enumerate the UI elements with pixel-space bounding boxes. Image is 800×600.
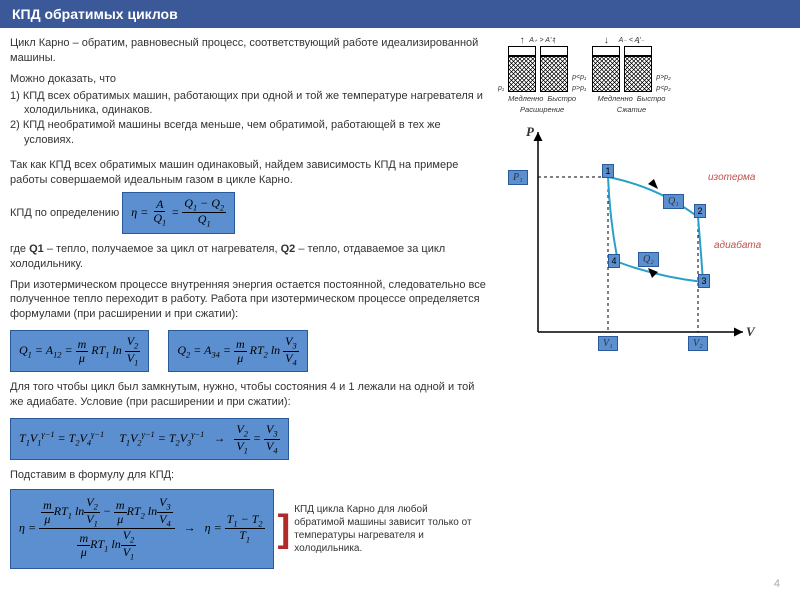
formula-q2: Q2 = A34 = mμ RT2 ln V3V4 xyxy=(168,330,307,372)
v2-box: V₂ xyxy=(688,336,708,351)
pv-node-3: 3 xyxy=(698,274,710,288)
formula-q1: Q1 = A12 = mμ RT1 ln V2V1 xyxy=(10,330,149,372)
slide-content: Цикл Карно – обратим, равновесный процес… xyxy=(0,28,800,575)
pv-node-4: 4 xyxy=(608,254,620,268)
pv-node-1: 1 xyxy=(602,164,614,178)
arrow-down-icon: ↓ xyxy=(636,37,641,45)
conclusion-text: КПД цикла Карно для любой обратимой маши… xyxy=(294,503,474,555)
piston-pair-compression: A₋ < A'₋ ↓ ↓ p>p₂ p<p₂ xyxy=(592,36,671,114)
prove-lead: Можно доказать, что xyxy=(10,72,490,87)
piston-pair-expansion: A₊ > A'₊ p₁ ↑ ↑ p<p₁ p>p₁ xyxy=(498,36,586,114)
p-gt-label2: p>p₂ xyxy=(656,74,671,81)
q1-box: Q₁ xyxy=(663,194,684,209)
fast-label2: Быстро xyxy=(637,94,666,103)
p-lt-label2: p<p₂ xyxy=(656,85,671,92)
piston-4: ↓ xyxy=(624,46,652,92)
adiabat-label: адиабата xyxy=(714,240,764,251)
piston-2: ↑ xyxy=(540,46,568,92)
arrow-down-icon: ↓ xyxy=(604,37,609,45)
subst-line: Подставим в формулу для КПД: xyxy=(10,468,490,483)
compression-label: Сжатие xyxy=(617,105,646,114)
slow-label2: Медленно xyxy=(597,94,632,103)
arrow-up-icon: ↑ xyxy=(520,37,525,45)
closed-para: Для того чтобы цикл был замкнутым, нужно… xyxy=(10,380,490,410)
p-gt-label: p>p₁ xyxy=(572,85,586,92)
arrow-up-icon: ↑ xyxy=(552,37,557,45)
final-formula-wrap: η = mμRT1 lnV2V1 − mμRT2 lnV3V4 mμRT1 ln… xyxy=(10,487,490,571)
p1-label: p₁ xyxy=(498,85,504,92)
formula-eta-def: η = AQ1 = Q1 − Q2Q1 xyxy=(122,192,235,234)
para-same-kpd: Так как КПД всех обратимых машин одинако… xyxy=(10,158,490,188)
text-column: Цикл Карно – обратим, равновесный процес… xyxy=(10,36,490,571)
figure-column: A₊ > A'₊ p₁ ↑ ↑ p<p₁ p>p₁ xyxy=(498,36,778,571)
p-lt-label: p<p₁ xyxy=(572,74,586,81)
slide-title: КПД обратимых циклов xyxy=(0,0,800,28)
isotherm-label: изотерма xyxy=(708,172,758,183)
formula-adiabat: T1V1γ−1 = T2V4γ−1 T1V2γ−1 = T2V3γ−1 → V2… xyxy=(10,418,289,460)
piston-3: ↓ xyxy=(592,46,620,92)
kpd-def-line: КПД по определению η = AQ1 = Q1 − Q2Q1 xyxy=(10,190,490,236)
q-formulas-row: Q1 = A12 = mμ RT1 ln V2V1 Q2 = A34 = mμ … xyxy=(10,328,490,374)
point-1: 1) КПД всех обратимых машин, работающих … xyxy=(10,89,490,119)
v1-box: V₁ xyxy=(598,336,618,351)
slow-label: Медленно xyxy=(508,94,543,103)
iso-para: При изотермическом процессе внутренняя э… xyxy=(10,278,490,323)
v-axis-label: V xyxy=(746,324,755,340)
adiabat-formula-row: T1V1γ−1 = T2V4γ−1 T1V2γ−1 = T2V3γ−1 → V2… xyxy=(10,416,490,462)
page-number: 4 xyxy=(774,578,780,590)
expansion-label: Расширение xyxy=(520,105,564,114)
where-line: где Q1 – тепло, получаемое за цикл от на… xyxy=(10,242,490,272)
p1-box: P₁ xyxy=(508,170,528,185)
pv-node-2: 2 xyxy=(694,204,706,218)
p-axis-label: P xyxy=(526,124,534,140)
intro-para: Цикл Карно – обратим, равновесный процес… xyxy=(10,36,490,66)
point-2: 2) КПД необратимой машины всегда меньше,… xyxy=(10,118,490,148)
piston-1: ↑ xyxy=(508,46,536,92)
pv-diagram: P V P₁ V₁ V₂ Q₁ Q₂ 1 2 3 4 изотерма адиа… xyxy=(498,122,758,372)
q2-box: Q₂ xyxy=(638,252,659,267)
bracket-icon: ] xyxy=(278,510,291,548)
piston-diagrams: A₊ > A'₊ p₁ ↑ ↑ p<p₁ p>p₁ xyxy=(498,36,778,114)
fast-label: Быстро xyxy=(547,94,576,103)
kpd-def-label: КПД по определению xyxy=(10,207,119,219)
formula-final: η = mμRT1 lnV2V1 − mμRT2 lnV3V4 mμRT1 ln… xyxy=(10,489,274,569)
